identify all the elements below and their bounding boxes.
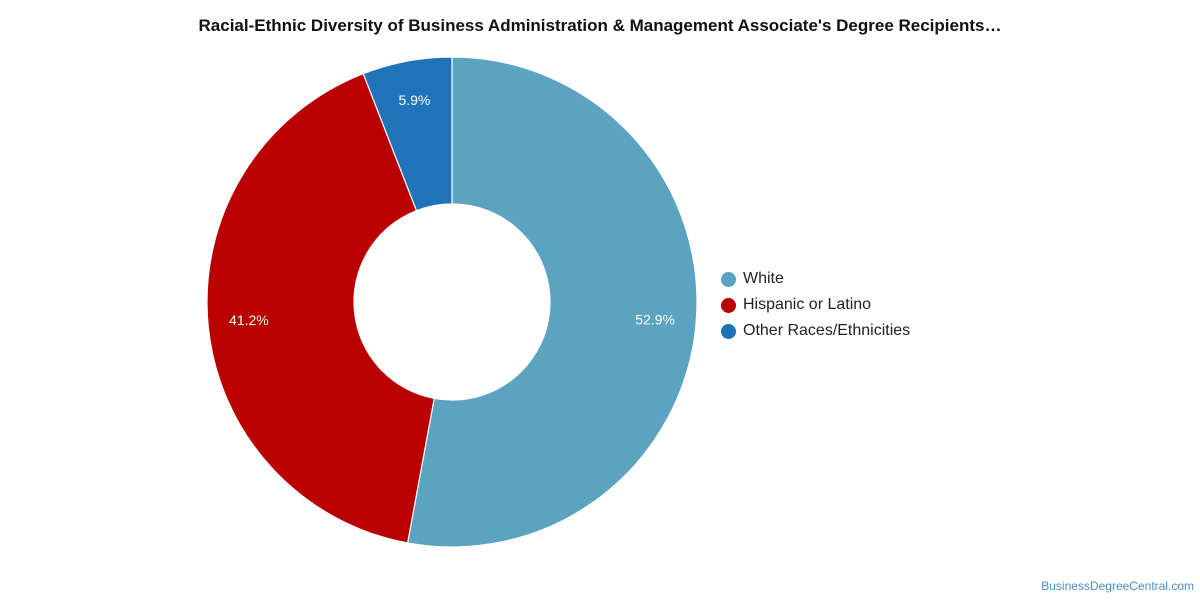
legend-swatch-other-races-ethnicities — [721, 323, 736, 339]
slice-white[interactable] — [406, 56, 698, 548]
legend-swatch-hispanic-or-latino — [721, 297, 736, 313]
slice-other-races-ethnicities[interactable] — [362, 56, 453, 212]
slice-hispanic-or-latino[interactable] — [206, 72, 435, 544]
legend-item-white[interactable]: White — [721, 266, 910, 292]
donut-slices — [206, 56, 698, 548]
legend-label-white: White — [743, 270, 784, 287]
legend: White Hispanic or Latino Other Races/Eth… — [721, 266, 910, 344]
source-watermark[interactable]: BusinessDegreeCentral.com — [1041, 579, 1194, 593]
slice-label-hispanic-or-latino: 41.2% — [229, 312, 269, 328]
legend-label-hispanic-or-latino: Hispanic or Latino — [743, 296, 872, 313]
legend-item-hispanic-or-latino[interactable]: Hispanic or Latino — [721, 292, 910, 318]
legend-label-other-races-ethnicities: Other Races/Ethnicities — [743, 322, 911, 339]
legend-swatch-white — [721, 271, 736, 287]
slice-label-other-races-ethnicities: 5.9% — [398, 92, 430, 108]
chart-title: Racial-Ethnic Diversity of Business Admi… — [198, 16, 1002, 35]
slice-label-white: 52.9% — [635, 311, 675, 327]
donut-slice-labels: 52.9% 41.2% 5.9% — [229, 92, 675, 328]
legend-item-other-races-ethnicities[interactable]: Other Races/Ethnicities — [721, 318, 910, 344]
